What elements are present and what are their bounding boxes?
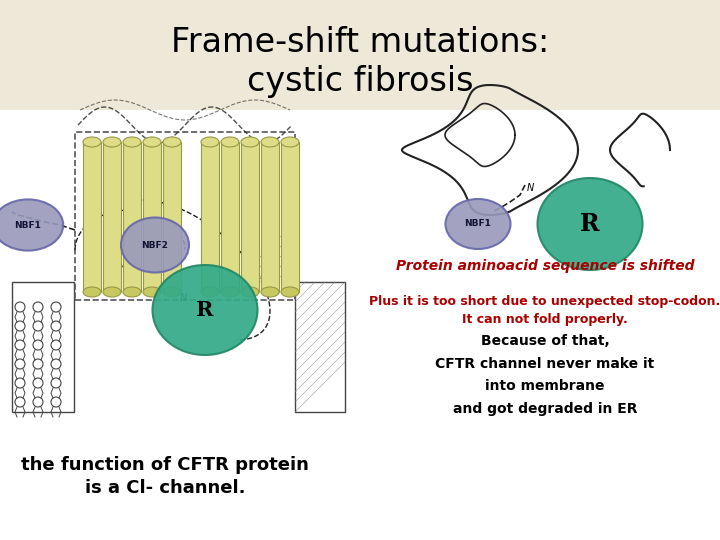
Ellipse shape bbox=[261, 137, 279, 147]
Bar bbox=[241, 142, 259, 292]
Ellipse shape bbox=[241, 137, 259, 147]
Ellipse shape bbox=[281, 137, 299, 147]
Bar bbox=[103, 142, 121, 292]
Circle shape bbox=[51, 378, 61, 388]
Text: Because of that,
CFTR channel never make it
into membrane
and got degraded in ER: Because of that, CFTR channel never make… bbox=[436, 334, 654, 416]
Ellipse shape bbox=[83, 287, 101, 297]
Bar bbox=[281, 142, 299, 292]
Ellipse shape bbox=[241, 287, 259, 297]
Bar bbox=[221, 142, 239, 292]
Circle shape bbox=[33, 302, 43, 312]
Circle shape bbox=[51, 321, 61, 331]
Ellipse shape bbox=[201, 137, 219, 147]
Text: R: R bbox=[197, 300, 214, 320]
Ellipse shape bbox=[103, 287, 121, 297]
Text: is a Cl- channel.: is a Cl- channel. bbox=[85, 479, 246, 497]
Circle shape bbox=[51, 340, 61, 350]
Ellipse shape bbox=[163, 137, 181, 147]
Circle shape bbox=[33, 340, 43, 350]
Ellipse shape bbox=[143, 287, 161, 297]
Ellipse shape bbox=[83, 137, 101, 147]
Text: the function of CFTR protein: the function of CFTR protein bbox=[21, 456, 309, 474]
Circle shape bbox=[33, 378, 43, 388]
Circle shape bbox=[15, 340, 25, 350]
Text: cystic fibrosis: cystic fibrosis bbox=[247, 65, 473, 98]
Circle shape bbox=[33, 359, 43, 369]
Text: It can not fold properly.: It can not fold properly. bbox=[462, 314, 628, 327]
Ellipse shape bbox=[446, 199, 510, 249]
Ellipse shape bbox=[163, 287, 181, 297]
Circle shape bbox=[33, 397, 43, 407]
Bar bbox=[123, 142, 141, 292]
Text: NBF1: NBF1 bbox=[14, 220, 42, 230]
Circle shape bbox=[15, 302, 25, 312]
Circle shape bbox=[33, 321, 43, 331]
Text: N: N bbox=[179, 293, 186, 303]
Text: N: N bbox=[526, 183, 534, 193]
Ellipse shape bbox=[201, 287, 219, 297]
Ellipse shape bbox=[143, 137, 161, 147]
Ellipse shape bbox=[0, 199, 63, 251]
Bar bbox=[261, 142, 279, 292]
Ellipse shape bbox=[221, 287, 239, 297]
Circle shape bbox=[15, 321, 25, 331]
Ellipse shape bbox=[103, 137, 121, 147]
Circle shape bbox=[15, 378, 25, 388]
Text: Plus it is too short due to unexpected stop-codon.: Plus it is too short due to unexpected s… bbox=[369, 295, 720, 308]
Text: NBF1: NBF1 bbox=[464, 219, 492, 228]
Bar bbox=[295, 282, 345, 412]
Bar bbox=[201, 142, 219, 292]
Circle shape bbox=[15, 397, 25, 407]
Ellipse shape bbox=[281, 287, 299, 297]
FancyBboxPatch shape bbox=[0, 0, 720, 110]
Bar bbox=[83, 142, 101, 292]
Text: R: R bbox=[580, 212, 600, 236]
Circle shape bbox=[15, 359, 25, 369]
Ellipse shape bbox=[221, 137, 239, 147]
Circle shape bbox=[51, 302, 61, 312]
Circle shape bbox=[51, 359, 61, 369]
Text: NBF2: NBF2 bbox=[142, 240, 168, 249]
Bar bbox=[12, 282, 74, 412]
Text: Frame-shift mutations:: Frame-shift mutations: bbox=[171, 25, 549, 58]
Ellipse shape bbox=[153, 265, 258, 355]
Bar bbox=[143, 142, 161, 292]
Ellipse shape bbox=[121, 218, 189, 273]
Ellipse shape bbox=[261, 287, 279, 297]
Text: Protein aminoacid sequence is shifted: Protein aminoacid sequence is shifted bbox=[396, 259, 694, 273]
Ellipse shape bbox=[123, 287, 141, 297]
Ellipse shape bbox=[538, 178, 642, 270]
Ellipse shape bbox=[123, 137, 141, 147]
Circle shape bbox=[51, 397, 61, 407]
Bar bbox=[163, 142, 181, 292]
